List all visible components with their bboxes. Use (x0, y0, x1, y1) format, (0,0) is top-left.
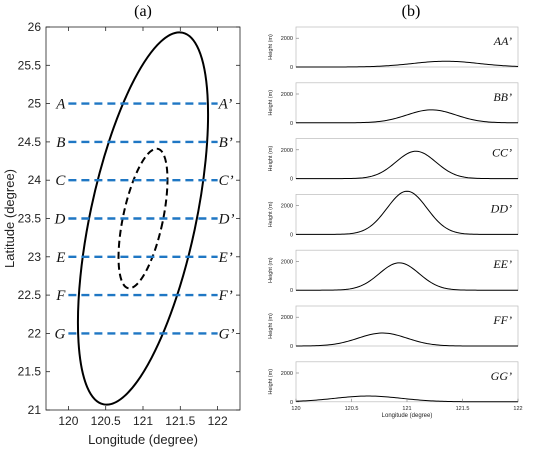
profile-curve (296, 190, 518, 235)
profile-curve (296, 262, 518, 291)
y-tick-label: 25.5 (18, 58, 42, 72)
profile-curve (295, 332, 518, 347)
cross-section-start-label: A (55, 97, 66, 113)
x-tick-label: 120.5 (91, 414, 121, 428)
profile-label: BB’ (493, 90, 512, 104)
y-tick-label: 26 (28, 20, 42, 34)
x-tick-label: 121.5 (165, 414, 195, 428)
profile-label: DD’ (490, 201, 512, 215)
profile-y-tick-label: 0 (290, 288, 293, 294)
profile-y-tick-label: 0 (290, 232, 293, 238)
x-tick-label: 122 (208, 414, 228, 428)
profile-curve (296, 109, 519, 124)
y-tick-label: 25 (28, 97, 42, 111)
profile-y-tick-label: 2000 (281, 92, 293, 98)
profile-label: CC’ (492, 146, 512, 160)
profile-frame (295, 82, 519, 124)
profile-frame (295, 26, 519, 68)
cross-section-end-label: C’ (219, 173, 234, 189)
x-tick-label: 121 (133, 414, 153, 428)
cross-section-start-label: E (55, 250, 65, 266)
y-tick-label: 21.5 (18, 365, 42, 379)
cross-section-end-label: G’ (219, 326, 235, 342)
profile-frame (295, 194, 519, 235)
profile-y-tick-label: 2000 (281, 315, 293, 321)
profile-y-tick-label: 2000 (281, 36, 293, 42)
profile-y-tick-label: 0 (290, 65, 293, 71)
profile-y-tick-label: 2000 (281, 204, 293, 210)
panel-b: (b) 0 2000 Height (m) AA’ 0 2000 Height (m) BB’ 0… (268, 3, 523, 419)
cross-section-end-label: E’ (218, 250, 233, 266)
y-tick-label: 24 (28, 173, 42, 187)
profile-label: FF’ (492, 313, 512, 327)
profile-y-tick-label: 0 (290, 121, 293, 127)
profile-y-axis-label: Height (m) (268, 257, 274, 283)
profile-y-axis-label: Height (m) (268, 34, 274, 60)
profile-y-tick-label: 2000 (281, 148, 293, 154)
profile-x-tick-label: 120 (291, 406, 300, 412)
y-tick-label: 21 (28, 403, 42, 417)
profile-label: EE’ (492, 257, 512, 271)
x-axis-label: Longitude (degree) (88, 432, 198, 447)
y-axis-label: Latitude (degree) (2, 169, 17, 268)
profile-frame (295, 249, 519, 291)
panel-a: (a) 120 120.5 121 121.5 122 21 21.5 22 22.5 23 23.5… (2, 3, 241, 447)
profile-x-tick-label: 121 (402, 406, 411, 412)
panel-label-a: (a) (134, 3, 152, 20)
outer-ellipse (76, 31, 210, 406)
y-tick-label: 22.5 (18, 288, 42, 302)
cross-section-start-label: D (54, 212, 66, 228)
profile-y-axis-label: Height (m) (268, 369, 274, 395)
cross-section-start-label: F (55, 288, 66, 304)
profile-y-axis-label: Height (m) (268, 146, 274, 172)
profile-curve (296, 150, 518, 180)
profile-y-axis-label: Height (m) (268, 313, 274, 339)
inner-ellipse (117, 147, 169, 290)
cross-section-end-label: D’ (218, 212, 235, 228)
profile-y-tick-label: 0 (290, 177, 293, 183)
profile-frame (295, 138, 519, 179)
profile-curve (296, 60, 519, 68)
profile-y-axis-label: Height (m) (268, 201, 274, 227)
y-tick-label: 23 (28, 250, 42, 264)
profile-x-tick-label: 120.5 (345, 406, 359, 412)
profile-y-axis-label: Height (m) (268, 90, 274, 116)
profile-y-tick-label: 2000 (281, 259, 293, 265)
cross-section-start-label: C (55, 173, 66, 189)
profile-frame (295, 361, 519, 403)
y-tick-label: 24.5 (18, 135, 42, 149)
cross-section-start-label: B (56, 135, 65, 151)
x-tick-label: 120 (58, 414, 78, 428)
y-tick-label: 22 (28, 326, 42, 340)
profile-x-tick-label: 122 (513, 406, 522, 412)
y-tick-label: 23.5 (18, 212, 42, 226)
profile-label: GG’ (491, 369, 512, 383)
cross-section-end-label: A’ (218, 97, 233, 113)
cross-section-start-label: G (55, 326, 66, 342)
profile-frame (295, 305, 519, 347)
cross-section-end-label: F’ (218, 288, 233, 304)
profile-x-axis-label: Longitude (degree) (382, 413, 433, 419)
profile-x-tick-label: 121.5 (456, 406, 470, 412)
profile-y-tick-label: 0 (290, 400, 293, 406)
panel-label-b: (b) (402, 3, 421, 20)
profile-y-tick-label: 2000 (281, 371, 293, 377)
cross-section-end-label: B’ (219, 135, 233, 151)
profile-label: AA’ (493, 34, 512, 48)
profile-y-tick-label: 0 (290, 344, 293, 350)
